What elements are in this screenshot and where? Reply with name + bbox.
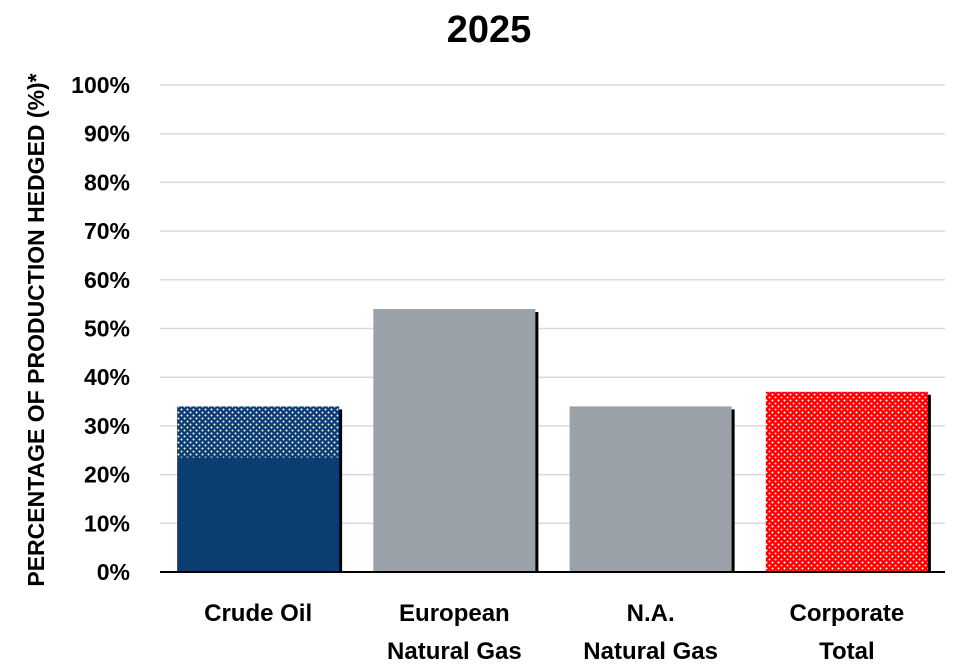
- bar-group: [177, 406, 343, 572]
- x-tick-label: European Natural Gas: [387, 600, 522, 663]
- bars: [177, 309, 931, 572]
- bar-segment-pattern: [765, 391, 928, 572]
- bar-group: [569, 406, 735, 572]
- y-tick-label: 100%: [71, 72, 130, 98]
- y-axis-label: PERCENTAGE OF PRODUCTION HEDGED (%)*: [23, 73, 49, 586]
- y-tick-label: 50%: [84, 316, 130, 342]
- y-tick-label: 0%: [97, 559, 130, 585]
- x-tick-label: N.A. Natural Gas: [583, 600, 718, 663]
- x-tick-label: Corporate Total: [790, 600, 905, 663]
- chart-title: 2025: [447, 9, 532, 51]
- axes: 0% 10% 20% 30% 40% 50% 60% 70% 80% 90% 100% Crude O…: [71, 72, 945, 665]
- x-tick-label: Crude Oil: [204, 600, 312, 627]
- y-tick-label: 30%: [84, 413, 130, 439]
- y-tick-label: 90%: [84, 121, 130, 147]
- bar-group: [373, 309, 539, 572]
- y-tick-label: 20%: [84, 462, 130, 488]
- bar-segment-pattern: [177, 406, 340, 458]
- y-tick-label: 10%: [84, 510, 130, 536]
- y-tick-label: 60%: [84, 267, 130, 293]
- y-tick-label: 40%: [84, 364, 130, 390]
- y-tick-label: 80%: [84, 169, 130, 195]
- bar-group: [765, 391, 931, 572]
- bar-segment: [569, 406, 732, 572]
- bar-segment: [177, 457, 340, 572]
- bar-segment: [373, 309, 536, 572]
- y-tick-label: 70%: [84, 218, 130, 244]
